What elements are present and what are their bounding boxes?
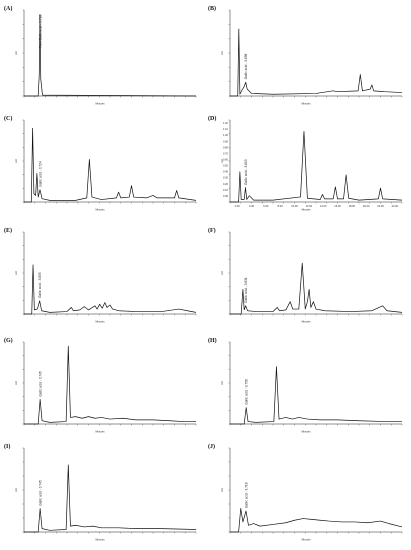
y-axis-label: AU <box>14 159 18 163</box>
y-tick-label: 0.90 <box>223 139 229 143</box>
x-tick-label: 10.00 <box>291 204 298 208</box>
y-axis-label: AU <box>14 271 18 275</box>
series-line <box>230 28 403 97</box>
y-tick-label: 1.20 <box>223 121 229 125</box>
peak-annotation: Gallic acid - 3.718 <box>244 482 248 508</box>
y-tick-label: 1.10 <box>223 127 229 131</box>
chromatogram-panel: (E) AU Minutes Gallic acid - 3.653 <box>4 227 197 324</box>
panel-label: (F) <box>208 227 216 234</box>
peak-annotation: Gallic acid - 3.756 <box>245 379 249 405</box>
y-axis-label: AU <box>220 159 224 163</box>
y-axis-label: AU <box>220 271 224 275</box>
x-axis-label: Minutes <box>301 208 311 212</box>
y-tick-label: 0.70 <box>223 151 229 155</box>
x-tick-label: 18.00 <box>349 204 356 208</box>
y-axis-label: AU <box>220 488 224 492</box>
y-tick-label: 0.60 <box>223 157 229 161</box>
series-line <box>24 345 196 425</box>
series-line <box>24 13 197 97</box>
series-line <box>24 264 197 315</box>
chromatogram-panel: (H) AU Minutes Gallic acid - 3.756 <box>208 337 403 434</box>
panel-label: (E) <box>4 227 12 234</box>
y-axis-label: AU <box>220 381 224 385</box>
panel-label: (H) <box>208 337 217 344</box>
panel-label: (D) <box>208 115 216 122</box>
x-axis-label: Minutes <box>95 320 105 324</box>
chromatogram-panel: (G) AU Minutes Gallic acid - 3.745 <box>4 337 197 434</box>
y-tick-label: 0.00 <box>223 194 229 198</box>
x-tick-label: 22.00 <box>377 204 384 208</box>
peak-annotation: Gallic acid - 3.724 <box>39 161 43 187</box>
y-axis-label: AU <box>14 381 18 385</box>
series-line <box>230 366 402 425</box>
chromatogram-panel: (J) AU Minutes Gallic acid - 3.718 <box>208 443 403 542</box>
x-tick-label: 12.00 <box>306 204 313 208</box>
peak-annotation: Pure Gallic acid - 3.718 <box>38 15 42 48</box>
chromatogram-panel: (D) 0.00 0.10 0.20 0.30 0.40 0.50 0.60 0.70 0.80 0… <box>208 115 403 212</box>
series-line <box>24 127 197 203</box>
x-axis-label: Minutes <box>95 102 105 106</box>
x-axis-label: Minutes <box>301 538 311 542</box>
chromatogram-panel: (I) AU Minutes Gallic acid - 3.745 <box>4 443 197 542</box>
peak-annotation: Gallic acid - 3.745 <box>39 371 43 397</box>
x-tick-label: 24.00 <box>392 204 399 208</box>
x-tick-label: 16.00 <box>334 204 341 208</box>
x-axis-label: Minutes <box>301 102 311 106</box>
x-tick-label: 20.00 <box>363 204 370 208</box>
chromatogram-panel: (A) AU Minutes Pure Gallic acid - 3.718 <box>4 5 197 106</box>
chromatogram-panel: (F) AU Minutes Gallic acid - 3.631 <box>208 227 403 324</box>
peak-annotation: Gallic acid - 3.653 <box>38 272 42 298</box>
peak-annotation: Gallic acid - 3.631 <box>244 277 248 303</box>
panel-label: (A) <box>4 5 12 12</box>
x-axis-label: Minutes <box>301 430 311 434</box>
x-tick-label: 14.00 <box>320 204 327 208</box>
y-tick-label: 0.30 <box>223 176 229 180</box>
chromatogram-panel: (B) AU Minutes Gallic acid - 3.658 <box>208 5 403 106</box>
x-tick-label: 8.00 <box>278 204 284 208</box>
x-tick-label: 2.00 <box>235 204 241 208</box>
peak-annotation: Gallic acid - 3.613 <box>244 159 248 185</box>
panel-label: (I) <box>4 443 10 450</box>
y-axis-label: AU <box>14 488 18 492</box>
y-axis-label: AU <box>220 51 224 55</box>
y-axis-label: AU <box>14 51 18 55</box>
y-tick-label: 0.20 <box>223 182 229 186</box>
y-tick-label: 1.00 <box>223 133 229 137</box>
peak-annotation: Gallic acid - 3.745 <box>39 480 43 506</box>
x-tick-label: 4.00 <box>249 204 255 208</box>
y-tick-label: 0.50 <box>223 164 229 168</box>
series-line <box>230 131 403 203</box>
x-axis-label: Minutes <box>301 320 311 324</box>
series-line <box>230 508 403 533</box>
series-line <box>230 262 403 315</box>
panel-label: (J) <box>208 443 215 450</box>
chromatogram-panel: (C) AU Minutes Gallic acid - 3.724 <box>4 115 197 212</box>
peak-annotation: Gallic acid - 3.658 <box>244 54 248 80</box>
x-axis-label: Minutes <box>95 538 105 542</box>
panel-label: (G) <box>4 337 13 344</box>
series-line <box>24 464 197 533</box>
x-tick-label: 6.00 <box>263 204 269 208</box>
x-axis-label: Minutes <box>95 208 105 212</box>
x-axis-label: Minutes <box>95 430 105 434</box>
panel-label: (C) <box>4 115 12 122</box>
y-tick-label: 0.80 <box>223 145 229 149</box>
y-tick-label: 0.10 <box>223 188 229 192</box>
y-tick-label: 0.40 <box>223 170 229 174</box>
panel-label: (B) <box>208 5 216 12</box>
